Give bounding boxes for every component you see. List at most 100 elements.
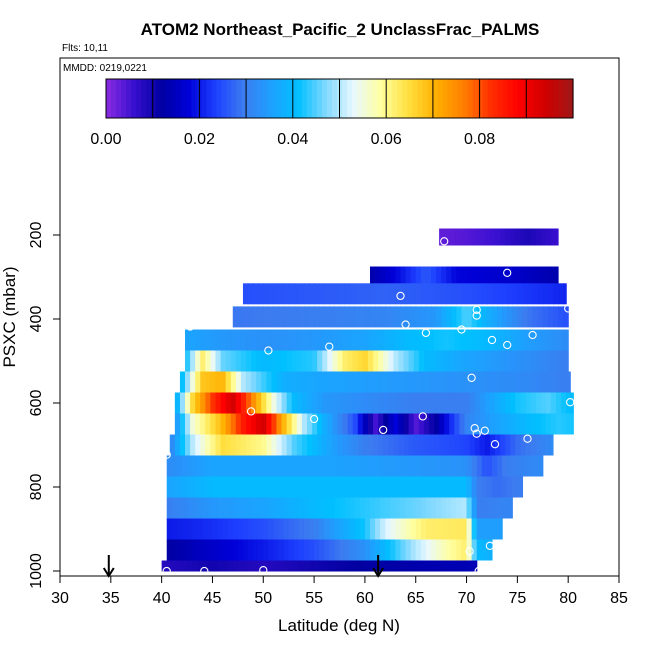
heatmap-cell (202, 539, 208, 561)
heatmap-cell (232, 306, 239, 328)
heatmap-cell (571, 413, 574, 435)
heatmap-cell (446, 283, 452, 305)
heatmap-cell (324, 497, 330, 519)
heatmap-cell (410, 283, 417, 305)
heatmap-cell (263, 518, 269, 540)
heatmap-cell (349, 476, 356, 498)
heatmap-cell (497, 497, 503, 519)
heatmap-cell (420, 518, 427, 540)
heatmap-cell (476, 283, 483, 305)
heatmap-cell (481, 283, 488, 305)
heatmap-cell (258, 306, 264, 328)
heatmap-cell (515, 371, 522, 393)
colorbar-swatch (377, 79, 383, 118)
heatmap-cell (373, 434, 379, 456)
heatmap-cell (248, 497, 254, 519)
heatmap-cell (444, 350, 450, 372)
heatmap-cell (332, 371, 339, 393)
heatmap-cell (436, 283, 442, 305)
heatmap-cell (420, 283, 427, 305)
colorbar-swatch (407, 79, 413, 118)
colorbar-swatch (151, 79, 157, 118)
heatmap-cell (337, 392, 344, 414)
colorbar-swatch (542, 79, 549, 118)
heatmap-cell (430, 306, 437, 328)
heatmap-cell (479, 392, 486, 414)
heatmap-cell (212, 476, 219, 498)
x-tick-label: 35 (102, 590, 120, 607)
heatmap-cell (303, 497, 310, 519)
heatmap-cell (187, 497, 193, 519)
heatmap-cell (271, 371, 278, 393)
heatmap-cell (466, 497, 473, 519)
heatmap-cell (408, 329, 415, 351)
layer-750-mbar (166, 455, 544, 477)
heatmap-cell (309, 539, 315, 561)
heatmap-cell (171, 539, 178, 561)
heatmap-cell (245, 392, 252, 414)
heatmap-cell (430, 476, 437, 498)
heatmap-cell (380, 560, 386, 572)
heatmap-cell (197, 539, 203, 561)
heatmap-cell (517, 306, 524, 328)
colorbar-swatch (121, 79, 127, 118)
heatmap-cell (410, 266, 417, 288)
heatmap-cell (357, 434, 364, 456)
heatmap-cell (380, 266, 386, 288)
heatmap-cell (281, 434, 288, 456)
heatmap-cell (425, 497, 432, 519)
heatmap-cell (329, 455, 336, 477)
heatmap-cell (405, 283, 412, 305)
heatmap-cell (283, 455, 290, 477)
heatmap-cell (347, 392, 354, 414)
heatmap-cell (266, 371, 272, 393)
heatmap-cell (192, 476, 198, 498)
heatmap-cell (291, 413, 298, 435)
heatmap-cell (171, 560, 178, 572)
heatmap-cell (430, 539, 437, 561)
heatmap-cell (449, 371, 455, 393)
heatmap-cell (352, 392, 359, 414)
heatmap-cell (466, 306, 473, 328)
heatmap-cell (171, 476, 178, 498)
heatmap-cell (375, 476, 381, 498)
heatmap-cell (545, 350, 552, 372)
colorbar-swatch (236, 79, 243, 118)
heatmap-cell (369, 306, 376, 328)
colorbar-swatch (397, 79, 403, 118)
heatmap-cell (535, 350, 542, 372)
heatmap-cell (449, 413, 455, 435)
heatmap-cell (187, 539, 193, 561)
heatmap-cell (344, 306, 351, 328)
heatmap-cell (344, 518, 351, 540)
heatmap-cell (491, 306, 498, 328)
heatmap-cell (357, 371, 364, 393)
heatmap-cell (428, 413, 435, 435)
heatmap-cell (268, 476, 275, 498)
heatmap-cell (542, 283, 549, 305)
heatmap-cell (187, 476, 193, 498)
heatmap-cell (271, 392, 278, 414)
heatmap-cell (298, 539, 305, 561)
colorbar-swatch (241, 79, 248, 118)
heatmap-cell (491, 266, 498, 288)
heatmap-cell (334, 283, 341, 305)
colorbar-swatch (412, 79, 418, 118)
heatmap-cell (461, 560, 468, 572)
heatmap-cell (415, 518, 422, 540)
heatmap-cell (357, 329, 364, 351)
heatmap-cell (540, 413, 547, 435)
heatmap-cell (339, 476, 346, 498)
heatmap-cell (220, 329, 227, 351)
heatmap-cell (268, 497, 275, 519)
colorbar-tick-label: 0.02 (184, 131, 215, 148)
heatmap-cell (500, 329, 506, 351)
heatmap-cell (369, 266, 376, 288)
heatmap-cell (248, 455, 254, 477)
heatmap-cell (520, 434, 527, 456)
heatmap-cell (217, 476, 224, 498)
sample-point (528, 330, 537, 340)
heatmap-cell (317, 329, 323, 351)
colorbar-swatch (161, 79, 167, 118)
heatmap-cell (195, 413, 201, 435)
